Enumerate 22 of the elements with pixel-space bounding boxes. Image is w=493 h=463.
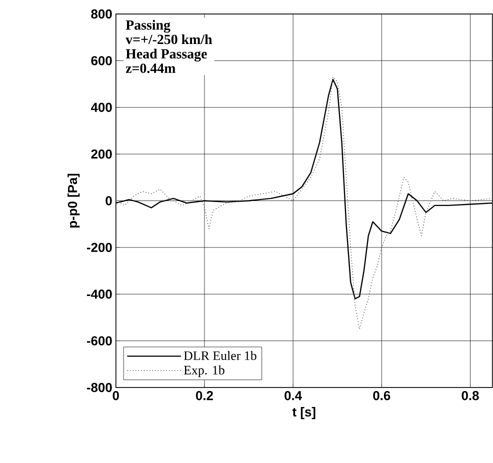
annotation: z=0.44m: [126, 63, 176, 73]
y-tick-label: -600: [86, 336, 112, 346]
annotation: Passing: [126, 20, 170, 32]
y-tick-label: 0: [106, 196, 112, 206]
y-tick-label: 600: [91, 56, 112, 66]
annotation: v=+/-250 km/h: [126, 34, 212, 44]
y-axis-title: p-p0 [Pa]: [68, 174, 80, 228]
x-axis-title: t [s]: [292, 406, 316, 419]
annotation: Head Passage: [126, 48, 207, 62]
y-tick-label: -800: [86, 382, 112, 392]
x-tick-label: 0.4: [284, 390, 302, 400]
x-tick-label: 0.8: [462, 390, 479, 400]
x-tick-label: 0.2: [196, 390, 213, 400]
y-tick-label: -200: [86, 242, 112, 252]
x-tick-label: 0.6: [373, 390, 390, 400]
y-tick-label: 200: [91, 149, 112, 158]
legend-label: Exp. 1b: [184, 365, 224, 377]
y-tick-label: -400: [86, 289, 112, 299]
y-tick-label: 800: [91, 9, 112, 18]
y-tick-label: 400: [90, 102, 112, 112]
legend-label: DLR Euler 1b: [184, 350, 256, 360]
x-tick-label: 0: [112, 390, 119, 400]
